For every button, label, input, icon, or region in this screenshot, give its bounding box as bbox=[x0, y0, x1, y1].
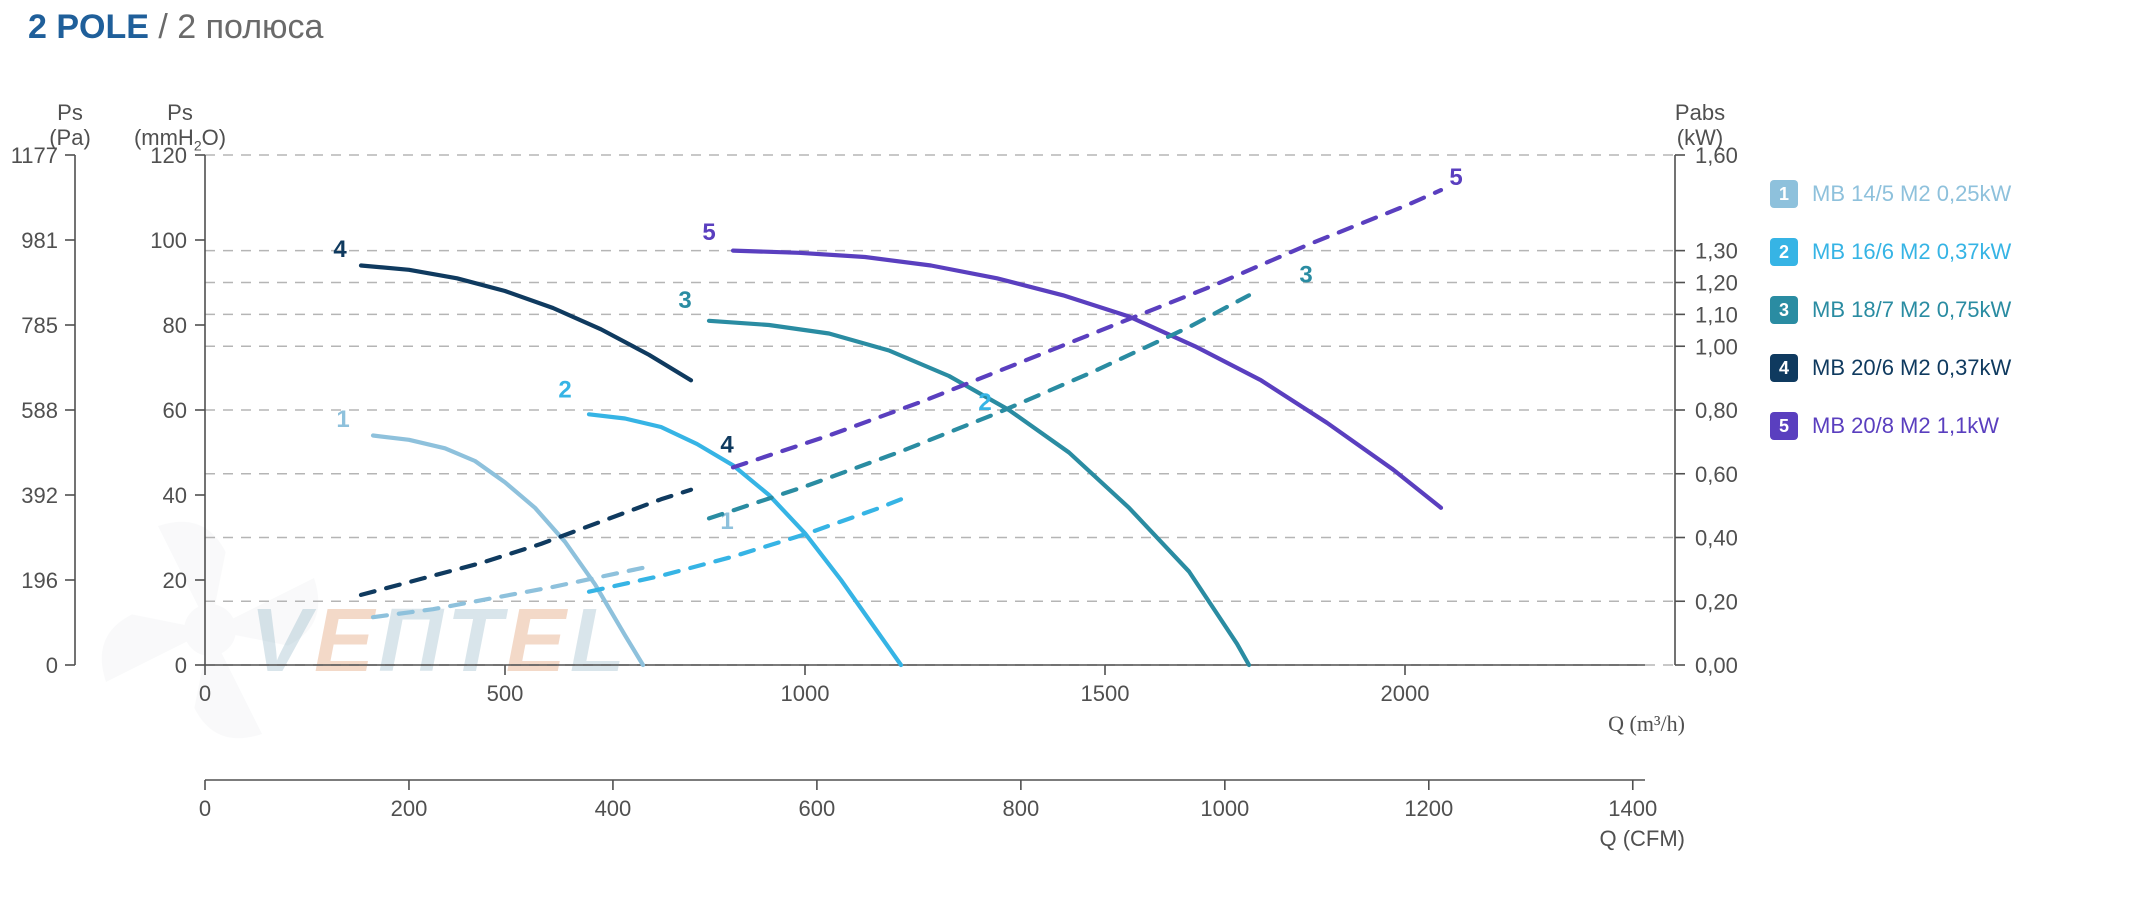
legend-label: MB 18/7 M2 0,75kW bbox=[1812, 297, 2011, 323]
svg-text:500: 500 bbox=[487, 681, 524, 706]
legend-label: MB 16/6 M2 0,37kW bbox=[1812, 239, 2011, 265]
svg-text:5: 5 bbox=[702, 219, 715, 246]
svg-text:0,80: 0,80 bbox=[1695, 398, 1738, 423]
legend-item: 4 MB 20/6 M2 0,37kW bbox=[1770, 354, 2011, 382]
svg-text:800: 800 bbox=[1003, 796, 1040, 821]
svg-text:4: 4 bbox=[333, 236, 347, 263]
legend-item: 5 MB 20/8 M2 1,1kW bbox=[1770, 412, 2011, 440]
svg-text:1400: 1400 bbox=[1608, 796, 1657, 821]
svg-text:100: 100 bbox=[150, 228, 187, 253]
svg-text:1000: 1000 bbox=[1200, 796, 1249, 821]
svg-text:588: 588 bbox=[21, 398, 58, 423]
svg-text:600: 600 bbox=[799, 796, 836, 821]
svg-text:1: 1 bbox=[336, 406, 349, 433]
legend-badge: 5 bbox=[1770, 412, 1798, 440]
svg-text:80: 80 bbox=[163, 313, 187, 338]
legend-item: 1 MB 14/5 M2 0,25kW bbox=[1770, 180, 2011, 208]
svg-text:0: 0 bbox=[199, 681, 211, 706]
svg-text:2: 2 bbox=[978, 389, 991, 416]
svg-text:1000: 1000 bbox=[781, 681, 830, 706]
svg-text:Q (CFM): Q (CFM) bbox=[1599, 826, 1685, 851]
svg-text:1,30: 1,30 bbox=[1695, 239, 1738, 264]
svg-text:785: 785 bbox=[21, 313, 58, 338]
legend-badge: 2 bbox=[1770, 238, 1798, 266]
svg-text:1,20: 1,20 bbox=[1695, 271, 1738, 296]
svg-text:1,00: 1,00 bbox=[1695, 334, 1738, 359]
svg-text:20: 20 bbox=[163, 568, 187, 593]
svg-text:40: 40 bbox=[163, 483, 187, 508]
legend: 1 MB 14/5 M2 0,25kW 2 MB 16/6 M2 0,37kW 3 MB … bbox=[1770, 180, 2011, 470]
svg-text:0,00: 0,00 bbox=[1695, 653, 1738, 678]
legend-label: MB 14/5 M2 0,25kW bbox=[1812, 181, 2011, 207]
svg-text:0: 0 bbox=[46, 653, 58, 678]
svg-text:60: 60 bbox=[163, 398, 187, 423]
svg-text:200: 200 bbox=[391, 796, 428, 821]
svg-text:2: 2 bbox=[558, 376, 571, 403]
page: 2 POLE / 2 полюса VEПTEL Ps(Pa) Ps(mmH2O… bbox=[0, 0, 2151, 906]
svg-text:400: 400 bbox=[595, 796, 632, 821]
svg-text:5: 5 bbox=[1449, 164, 1462, 191]
svg-text:1500: 1500 bbox=[1081, 681, 1130, 706]
svg-text:2000: 2000 bbox=[1381, 681, 1430, 706]
svg-text:1177: 1177 bbox=[11, 143, 58, 168]
legend-label: MB 20/8 M2 1,1kW bbox=[1812, 413, 1999, 439]
svg-text:392: 392 bbox=[21, 483, 58, 508]
svg-text:1,60: 1,60 bbox=[1695, 143, 1738, 168]
svg-text:0,60: 0,60 bbox=[1695, 462, 1738, 487]
legend-badge: 3 bbox=[1770, 296, 1798, 324]
svg-text:981: 981 bbox=[21, 228, 58, 253]
svg-text:3: 3 bbox=[1299, 262, 1312, 289]
svg-text:0,20: 0,20 bbox=[1695, 589, 1738, 614]
legend-item: 2 MB 16/6 M2 0,37kW bbox=[1770, 238, 2011, 266]
legend-badge: 1 bbox=[1770, 180, 1798, 208]
svg-text:120: 120 bbox=[150, 143, 187, 168]
svg-text:1,10: 1,10 bbox=[1695, 302, 1738, 327]
legend-label: MB 20/6 M2 0,37kW bbox=[1812, 355, 2011, 381]
svg-text:0: 0 bbox=[199, 796, 211, 821]
svg-text:196: 196 bbox=[21, 568, 58, 593]
svg-text:4: 4 bbox=[720, 432, 734, 459]
svg-text:1200: 1200 bbox=[1404, 796, 1453, 821]
svg-text:3: 3 bbox=[678, 287, 691, 314]
svg-text:0: 0 bbox=[175, 653, 187, 678]
legend-badge: 4 bbox=[1770, 354, 1798, 382]
legend-item: 3 MB 18/7 M2 0,75kW bbox=[1770, 296, 2011, 324]
svg-text:Q (m³/h): Q (m³/h) bbox=[1608, 711, 1685, 736]
svg-text:0,40: 0,40 bbox=[1695, 526, 1738, 551]
